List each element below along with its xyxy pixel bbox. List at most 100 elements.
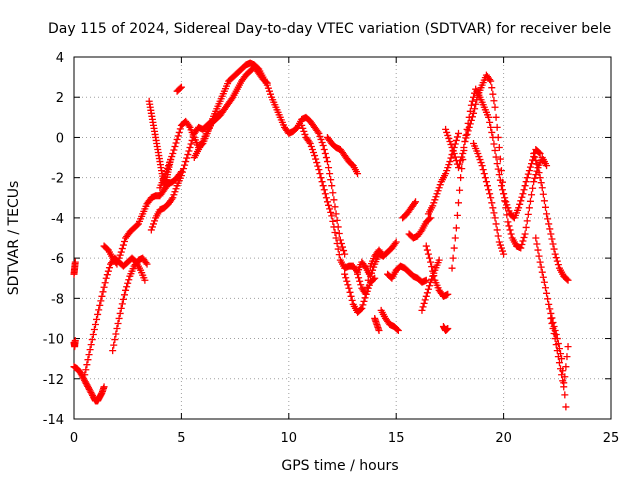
data-point bbox=[536, 258, 544, 266]
data-point bbox=[444, 290, 452, 298]
data-point bbox=[86, 387, 94, 395]
data-point bbox=[168, 195, 176, 203]
data-point bbox=[447, 140, 455, 148]
data-point bbox=[544, 215, 552, 223]
data-point bbox=[216, 109, 224, 117]
data-point bbox=[529, 184, 537, 192]
data-point bbox=[530, 178, 538, 186]
data-point bbox=[171, 142, 179, 150]
data-point bbox=[444, 325, 452, 332]
data-point bbox=[486, 118, 494, 126]
data-point bbox=[453, 211, 461, 219]
data-point bbox=[169, 150, 177, 158]
data-point bbox=[310, 149, 318, 157]
data-point bbox=[318, 178, 326, 186]
data-point bbox=[326, 205, 334, 213]
data-point bbox=[486, 76, 494, 84]
data-point bbox=[335, 251, 343, 259]
data-point bbox=[71, 337, 79, 345]
data-point bbox=[496, 241, 504, 249]
data-point bbox=[425, 215, 433, 223]
data-point bbox=[149, 220, 157, 228]
data-point bbox=[464, 127, 472, 135]
data-point bbox=[425, 254, 433, 262]
data-point bbox=[468, 113, 476, 121]
data-point bbox=[532, 157, 540, 165]
data-points bbox=[70, 59, 572, 411]
data-point bbox=[474, 150, 482, 158]
chart-title: Day 115 of 2024, Sidereal Day-to-day VTE… bbox=[48, 21, 611, 37]
data-point bbox=[454, 164, 462, 172]
data-point bbox=[532, 234, 540, 242]
data-point bbox=[443, 167, 451, 175]
data-point bbox=[417, 227, 425, 235]
data-point bbox=[548, 319, 556, 327]
data-point bbox=[489, 90, 497, 98]
x-tick-label: 20 bbox=[495, 431, 512, 446]
data-point bbox=[491, 103, 499, 111]
data-point bbox=[488, 199, 496, 207]
data-point bbox=[554, 261, 562, 269]
data-point bbox=[369, 266, 377, 274]
data-point bbox=[461, 137, 469, 145]
data-point bbox=[314, 128, 322, 136]
data-point bbox=[325, 164, 333, 172]
data-point bbox=[87, 341, 95, 349]
data-point bbox=[116, 251, 124, 259]
data-point bbox=[465, 123, 473, 131]
data-point bbox=[561, 391, 569, 399]
data-point bbox=[332, 210, 340, 218]
data-point bbox=[502, 204, 510, 212]
data-point bbox=[534, 164, 542, 172]
data-point bbox=[354, 170, 362, 178]
data-point bbox=[264, 84, 272, 92]
data-point bbox=[90, 326, 98, 334]
data-point bbox=[365, 269, 373, 277]
y-tick-label: -4 bbox=[51, 212, 64, 227]
data-point bbox=[449, 254, 457, 262]
data-point bbox=[470, 109, 478, 117]
data-point bbox=[327, 176, 335, 184]
data-point bbox=[482, 178, 490, 186]
data-point bbox=[298, 121, 306, 129]
data-point bbox=[501, 197, 509, 205]
data-point bbox=[177, 172, 185, 180]
data-point bbox=[549, 240, 557, 248]
data-point bbox=[448, 144, 456, 151]
data-point bbox=[344, 281, 352, 289]
data-point bbox=[530, 150, 538, 158]
data-point bbox=[328, 182, 336, 190]
data-point bbox=[515, 204, 523, 212]
data-point bbox=[485, 186, 493, 194]
data-point bbox=[495, 144, 503, 151]
data-point bbox=[110, 341, 118, 349]
data-point bbox=[325, 201, 333, 209]
data-point bbox=[445, 161, 453, 169]
data-point bbox=[543, 162, 551, 170]
data-point bbox=[102, 274, 110, 282]
data-point bbox=[392, 238, 400, 246]
data-point bbox=[342, 274, 350, 282]
data-point bbox=[228, 95, 236, 103]
data-point bbox=[95, 306, 103, 314]
data-point bbox=[446, 137, 454, 145]
y-tick-label: -10 bbox=[43, 333, 64, 348]
y-tick-label: -8 bbox=[51, 292, 64, 307]
data-point bbox=[459, 150, 467, 158]
data-point bbox=[323, 158, 331, 166]
y-tick-label: 4 bbox=[56, 51, 64, 66]
data-point bbox=[499, 247, 507, 255]
data-point bbox=[317, 135, 325, 143]
data-point bbox=[122, 286, 130, 294]
data-point bbox=[370, 263, 378, 271]
data-point bbox=[99, 288, 107, 296]
data-point bbox=[526, 163, 534, 171]
data-point bbox=[562, 363, 570, 371]
y-tick-label: 2 bbox=[56, 91, 64, 106]
data-point bbox=[172, 139, 180, 147]
data-point bbox=[120, 238, 128, 246]
data-point bbox=[420, 299, 428, 307]
data-point bbox=[450, 244, 458, 252]
data-point bbox=[451, 153, 459, 161]
data-point bbox=[180, 165, 188, 173]
